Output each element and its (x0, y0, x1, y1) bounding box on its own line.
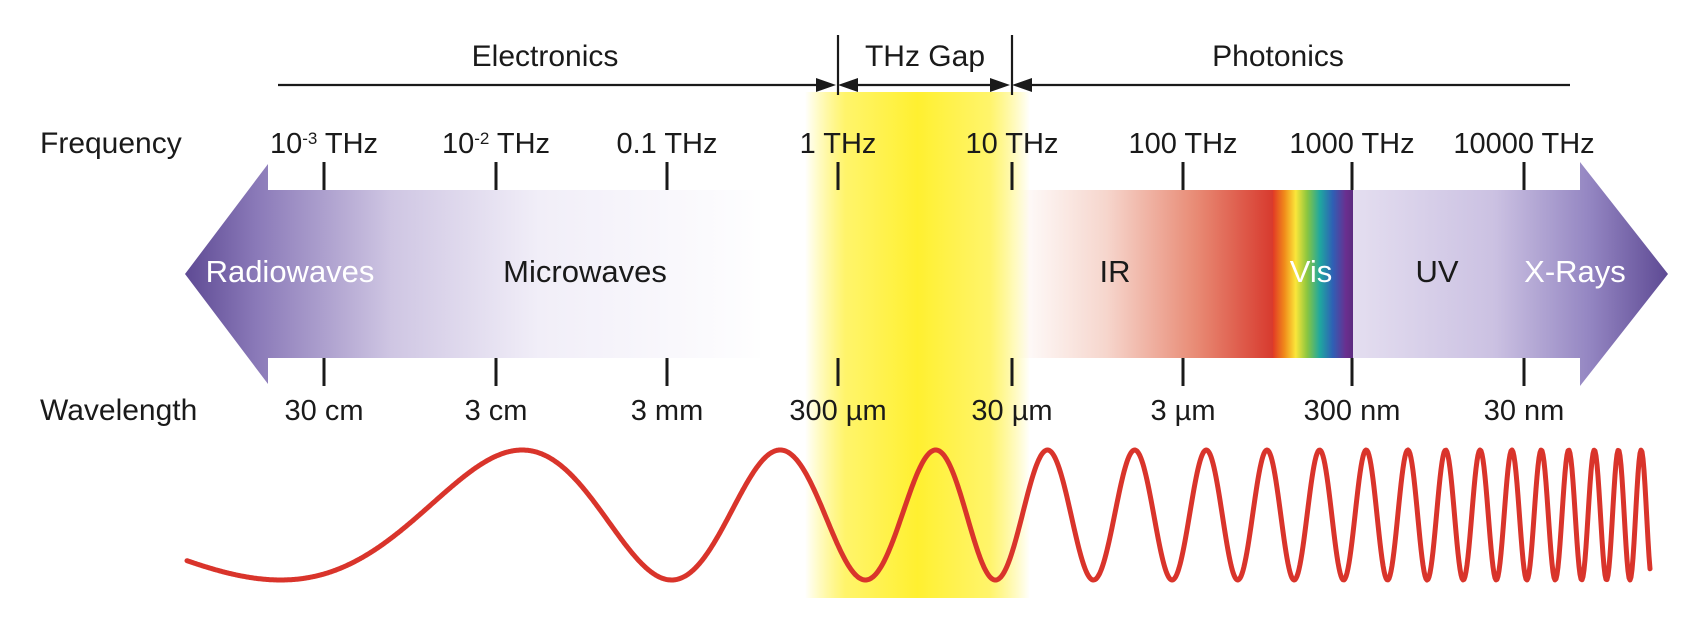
wavelength-tick-label: 300 nm (1304, 395, 1401, 427)
arrow-visible-section (1273, 190, 1354, 358)
photonics-label: Photonics (1212, 40, 1344, 73)
frequency-tick-label: 10 THz (966, 128, 1059, 160)
arrow-right-section (1353, 162, 1668, 386)
band-label-uv: UV (1415, 254, 1458, 289)
wavelength-tick-label: 3 mm (631, 395, 704, 427)
frequency-tick-label: 1 THz (800, 128, 877, 160)
wavelength-tick-label: 300 µm (789, 395, 886, 427)
wavelength-tick-label: 3 µm (1150, 395, 1215, 427)
frequency-tick-label: 10-2 THz (442, 128, 550, 160)
electronics-label: Electronics (472, 40, 619, 73)
wavelength-tick-label: 30 cm (285, 395, 364, 427)
frequency-ticks: 10-3 THz 10-2 THz 0.1 THz 1 THz 10 THz 100 TH… (270, 128, 1595, 190)
arrow-left-section (185, 164, 775, 384)
band-label-microwaves: Microwaves (503, 254, 667, 289)
frequency-tick-label: 1000 THz (1289, 128, 1414, 160)
arrow-ir-section (1015, 190, 1275, 358)
frequency-tick-label: 10000 THz (1453, 128, 1594, 160)
wavelength-tick-label: 30 µm (971, 395, 1052, 427)
frequency-row-label: Frequency (40, 127, 182, 160)
region-brackets (278, 35, 1570, 95)
thz-gap-label: THz Gap (865, 40, 985, 73)
wavelength-tick-label: 3 cm (465, 395, 528, 427)
wavelength-row-label: Wavelength (40, 394, 197, 427)
em-wave-line (184, 447, 1653, 583)
frequency-tick-label: 0.1 THz (616, 128, 717, 160)
thz-gap-highlight (805, 92, 1030, 598)
band-label-vis: Vis (1290, 254, 1333, 289)
band-label-ir: IR (1100, 254, 1131, 289)
wavelength-tick-label: 30 nm (1484, 395, 1565, 427)
frequency-tick-label: 10-3 THz (270, 128, 378, 160)
band-label-xrays: X-Rays (1524, 254, 1626, 289)
frequency-tick-label: 100 THz (1128, 128, 1237, 160)
band-label-radiowaves: Radiowaves (206, 254, 375, 289)
wavelength-ticks: 30 cm 3 cm 3 mm 300 µm 30 µm 3 µm 300 nm 30 nm (285, 358, 1565, 427)
